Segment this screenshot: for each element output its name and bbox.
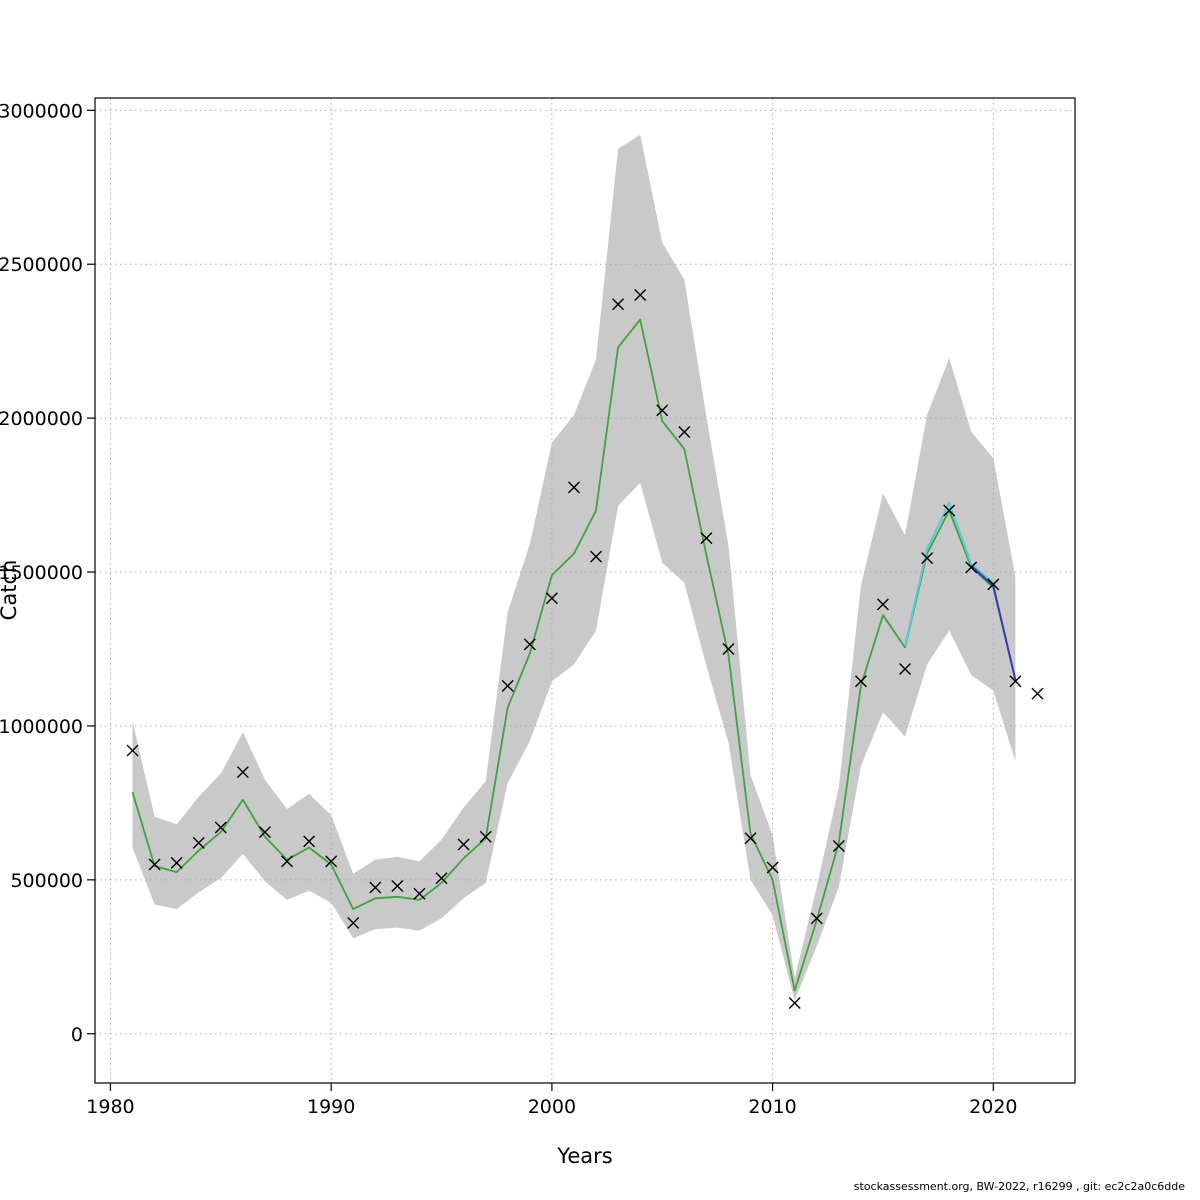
y-tick-label-500000: 500000 xyxy=(10,870,83,892)
band-layer xyxy=(132,134,1016,1001)
observation-marker-2018 xyxy=(943,504,956,517)
observation-marker-2006 xyxy=(678,425,691,438)
observation-marker-1992 xyxy=(369,881,382,894)
observation-marker-1999 xyxy=(523,638,536,651)
grid-layer xyxy=(95,98,1075,1083)
observation-marker-2007 xyxy=(700,532,713,545)
line-layer xyxy=(131,318,1017,992)
y-tick-label-0: 0 xyxy=(71,1024,83,1046)
observation-marker-1984 xyxy=(192,836,205,849)
observation-marker-1988 xyxy=(281,855,294,868)
observation-marker-1989 xyxy=(303,835,316,848)
x-tick-label-2010: 2010 xyxy=(748,1096,796,1118)
observation-marker-2005 xyxy=(656,404,669,417)
observation-marker-2001 xyxy=(567,481,580,494)
observation-marker-2017 xyxy=(921,552,934,565)
observation-marker-2004 xyxy=(634,289,647,301)
plot-frame xyxy=(94,97,1076,1084)
axis-layer: 1980 1990 2000 2010 2020 0 500000 1000000 150000… xyxy=(0,97,1076,1118)
y-axis-label: Catch xyxy=(0,560,21,621)
x-tick-label-1980: 1980 xyxy=(86,1096,134,1118)
observation-marker-2013 xyxy=(832,839,845,852)
observation-marker-1987 xyxy=(258,826,271,839)
observation-marker-1994 xyxy=(413,887,426,900)
observation-marker-2009 xyxy=(744,832,757,845)
observation-marker-2002 xyxy=(590,550,603,563)
y-tick-label-3000000: 3000000 xyxy=(0,100,83,122)
observation-marker-1995 xyxy=(435,872,448,885)
observation-marker-2000 xyxy=(545,592,558,605)
observation-marker-2003 xyxy=(612,298,625,311)
observation-marker-1991 xyxy=(347,916,360,929)
observation-marker-1982 xyxy=(148,858,161,871)
model-fit-line xyxy=(131,318,1017,992)
observation-marker-1997 xyxy=(479,830,492,843)
observation-marker-2021 xyxy=(1009,675,1022,688)
observation-marker-2014 xyxy=(854,675,867,688)
observation-marker-2008 xyxy=(722,642,735,655)
x-tick-label-2000: 2000 xyxy=(528,1096,576,1118)
marker-layer xyxy=(126,289,1044,1009)
y-tick-label-2500000: 2500000 xyxy=(0,254,83,276)
observation-marker-1981 xyxy=(126,744,139,757)
x-tick-label-1990: 1990 xyxy=(307,1096,355,1118)
observation-marker-2015 xyxy=(876,598,889,611)
observation-marker-1993 xyxy=(391,880,404,892)
retro-run-dark-line xyxy=(970,565,1017,681)
retro-run-light-line xyxy=(904,501,994,647)
observation-marker-1986 xyxy=(236,766,249,779)
observation-marker-1985 xyxy=(214,821,227,834)
observation-marker-2011 xyxy=(788,996,801,1009)
observation-marker-2022 xyxy=(1031,687,1044,700)
observation-marker-2020 xyxy=(987,578,1000,591)
x-axis-label: Years xyxy=(556,1144,612,1168)
observation-marker-2019 xyxy=(965,561,978,574)
observation-marker-1983 xyxy=(170,856,183,869)
x-tick-label-2020: 2020 xyxy=(969,1096,1017,1118)
observation-marker-2012 xyxy=(810,912,823,925)
observation-marker-1990 xyxy=(325,855,338,868)
observation-marker-2016 xyxy=(899,662,912,675)
observation-marker-1996 xyxy=(457,838,470,851)
y-tick-label-2000000: 2000000 xyxy=(0,408,83,430)
y-tick-label-1000000: 1000000 xyxy=(0,716,83,738)
observation-marker-1998 xyxy=(501,679,514,692)
confidence-band xyxy=(132,134,1016,1001)
observation-marker-2010 xyxy=(766,861,779,874)
footer-credit: stockassessment.org, BW-2022, r16299 , g… xyxy=(853,1180,1185,1193)
y-tick-label-1500000: 1500000 xyxy=(0,562,83,584)
